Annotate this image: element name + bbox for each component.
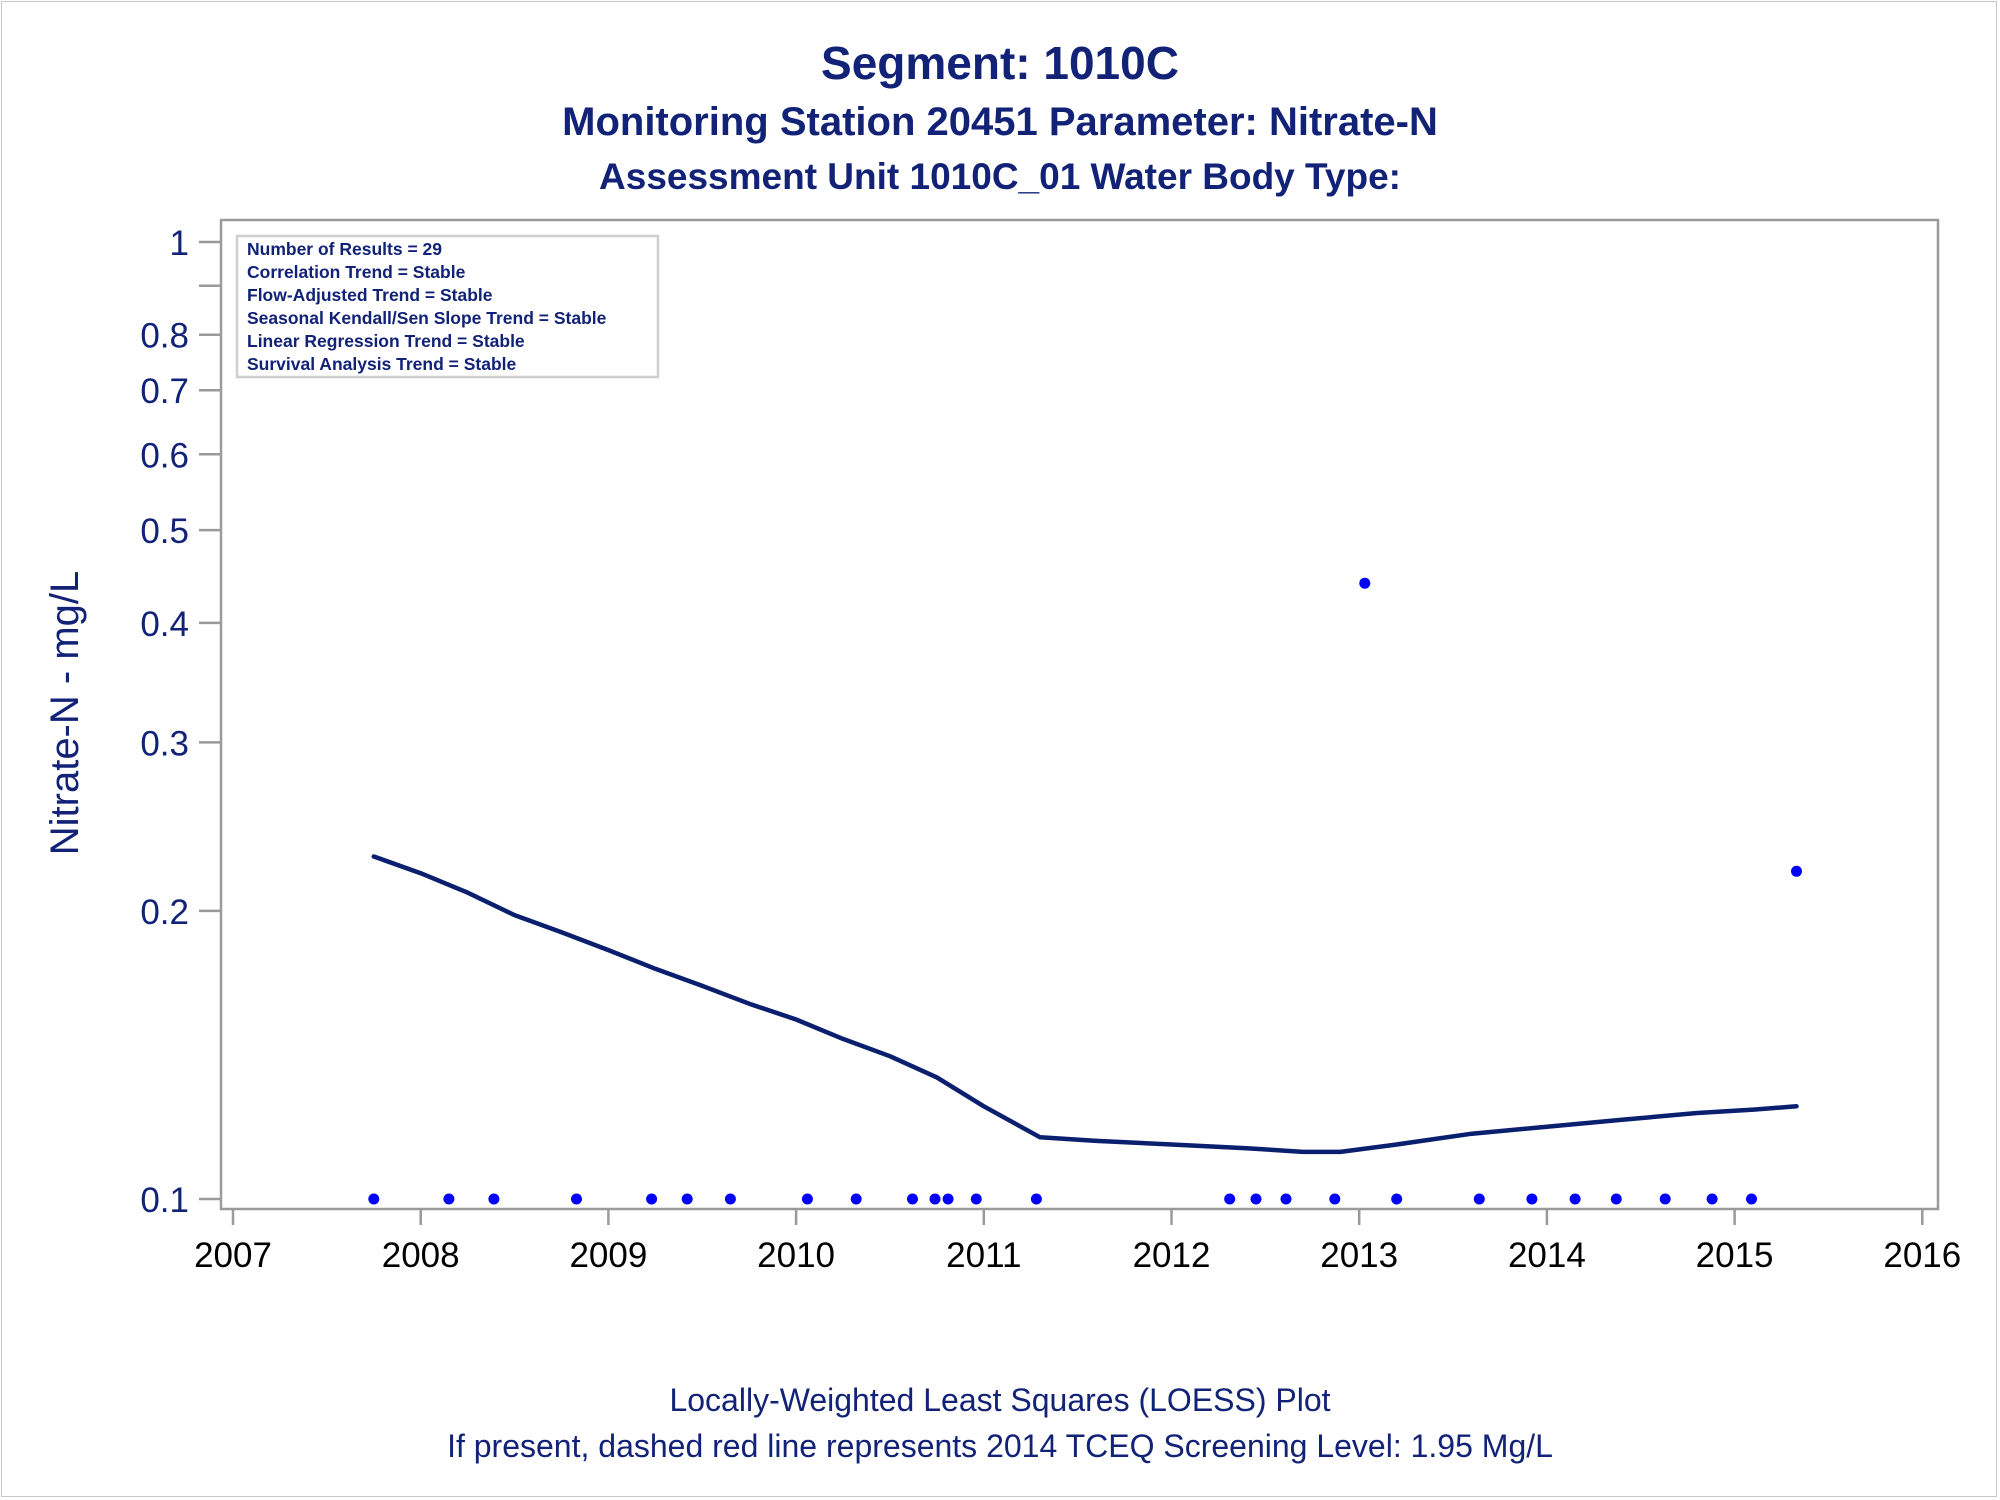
data-point	[1329, 1193, 1341, 1205]
loess-line-layer	[371, 854, 1799, 1155]
y-tick-label: 0.3	[140, 724, 189, 763]
data-points-layer	[368, 236, 1802, 1205]
data-point	[1250, 1193, 1262, 1205]
data-point	[681, 1193, 693, 1205]
x-tick-label: 2015	[1696, 1236, 1774, 1275]
y-axis-label: Nitrate-N - mg/L	[43, 571, 87, 856]
data-point	[1280, 1193, 1292, 1205]
footnote-screening-level: If present, dashed red line represents 2…	[447, 1428, 1553, 1464]
data-point	[970, 1193, 982, 1205]
footnote-loess: Locally-Weighted Least Squares (LOESS) P…	[669, 1382, 1331, 1418]
chart-subtitle-assessment-unit: Assessment Unit 1010C_01 Water Body Type…	[599, 156, 1401, 197]
y-tick-label: 0.2	[140, 893, 189, 932]
data-point	[368, 1193, 380, 1205]
data-point	[1791, 865, 1802, 877]
y-tick-label: 0.1	[140, 1181, 189, 1220]
y-tick-label: 0.6	[140, 436, 189, 475]
data-point	[929, 1193, 941, 1205]
stats-box-line: Flow-Adjusted Trend = Stable	[247, 285, 493, 305]
x-tick-label: 2009	[569, 1236, 647, 1275]
data-point	[488, 1193, 500, 1205]
data-point	[1706, 1193, 1718, 1205]
data-point	[1473, 1193, 1485, 1205]
plot-area-frame	[219, 218, 1940, 1211]
data-point	[1224, 1193, 1236, 1205]
data-point	[1359, 577, 1371, 589]
axis-ticks: 0.1 0.2 0.3 0.4 0.5 0.6 0.7 0.8 1 2007 2008 2009 201…	[140, 224, 1961, 1275]
data-point	[646, 1193, 658, 1205]
x-tick-label: 2008	[382, 1236, 460, 1275]
y-tick-label: 1	[170, 224, 189, 263]
data-point	[1030, 1193, 1042, 1205]
x-tick-label: 2016	[1883, 1236, 1961, 1275]
stats-box-line: Linear Regression Trend = Stable	[247, 331, 525, 351]
chart-title: Segment: 1010C	[821, 37, 1179, 89]
x-tick-label: 2010	[757, 1236, 835, 1275]
data-point	[850, 1193, 862, 1205]
y-tick-label: 0.4	[140, 605, 189, 644]
stats-box-border	[235, 234, 660, 379]
stats-box-line: Number of Results = 29	[247, 239, 442, 259]
data-point	[1659, 1193, 1671, 1205]
x-tick-label: 2014	[1508, 1236, 1586, 1275]
x-tick-label: 2012	[1133, 1236, 1211, 1275]
stats-box-line: Survival Analysis Trend = Stable	[247, 354, 517, 374]
x-tick-label: 2007	[194, 1236, 272, 1275]
data-point	[801, 1193, 813, 1205]
y-tick-label: 0.5	[140, 512, 189, 551]
x-tick-label: 2013	[1320, 1236, 1398, 1275]
data-point	[1569, 1193, 1581, 1205]
chart-subtitle-station: Monitoring Station 20451 Parameter: Nitr…	[562, 100, 1438, 144]
data-point	[724, 1193, 736, 1205]
data-point	[1526, 1193, 1538, 1205]
data-point	[443, 1193, 455, 1205]
stats-inset-box: Number of Results = 29 Correlation Trend …	[235, 234, 660, 379]
data-point	[942, 1193, 954, 1205]
y-tick-label: 0.7	[140, 372, 189, 411]
loess-trend-line	[371, 854, 1799, 1155]
data-point	[1610, 1193, 1622, 1205]
y-tick-label: 0.8	[140, 317, 189, 356]
data-point	[571, 1193, 582, 1205]
data-point	[1746, 1193, 1757, 1205]
data-point	[907, 1193, 918, 1205]
data-point	[1391, 1193, 1403, 1205]
stats-box-line: Correlation Trend = Stable	[247, 262, 466, 282]
stats-box-line: Seasonal Kendall/Sen Slope Trend = Stabl…	[247, 308, 607, 328]
x-tick-label: 2011	[946, 1236, 1021, 1275]
